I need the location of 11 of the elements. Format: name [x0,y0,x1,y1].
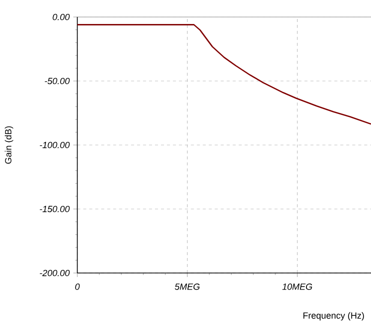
y-tick-label: -200.00 [40,270,70,276]
x-tick-label: 10MEG [282,284,312,290]
y-tick-label: -100.00 [40,142,70,148]
line-series [76,24,371,125]
x-tick-label: 0 [75,284,80,290]
x-axis-title: Frequency (Hz) [303,312,364,320]
y-axis-title: Gain (dB) [4,126,14,164]
y-tick-label: -150.00 [40,206,70,212]
y-tick-label: -50.00 [44,78,70,84]
x-tick-label: 5MEG [174,284,200,290]
y-tick-label: 0.00 [52,14,70,20]
